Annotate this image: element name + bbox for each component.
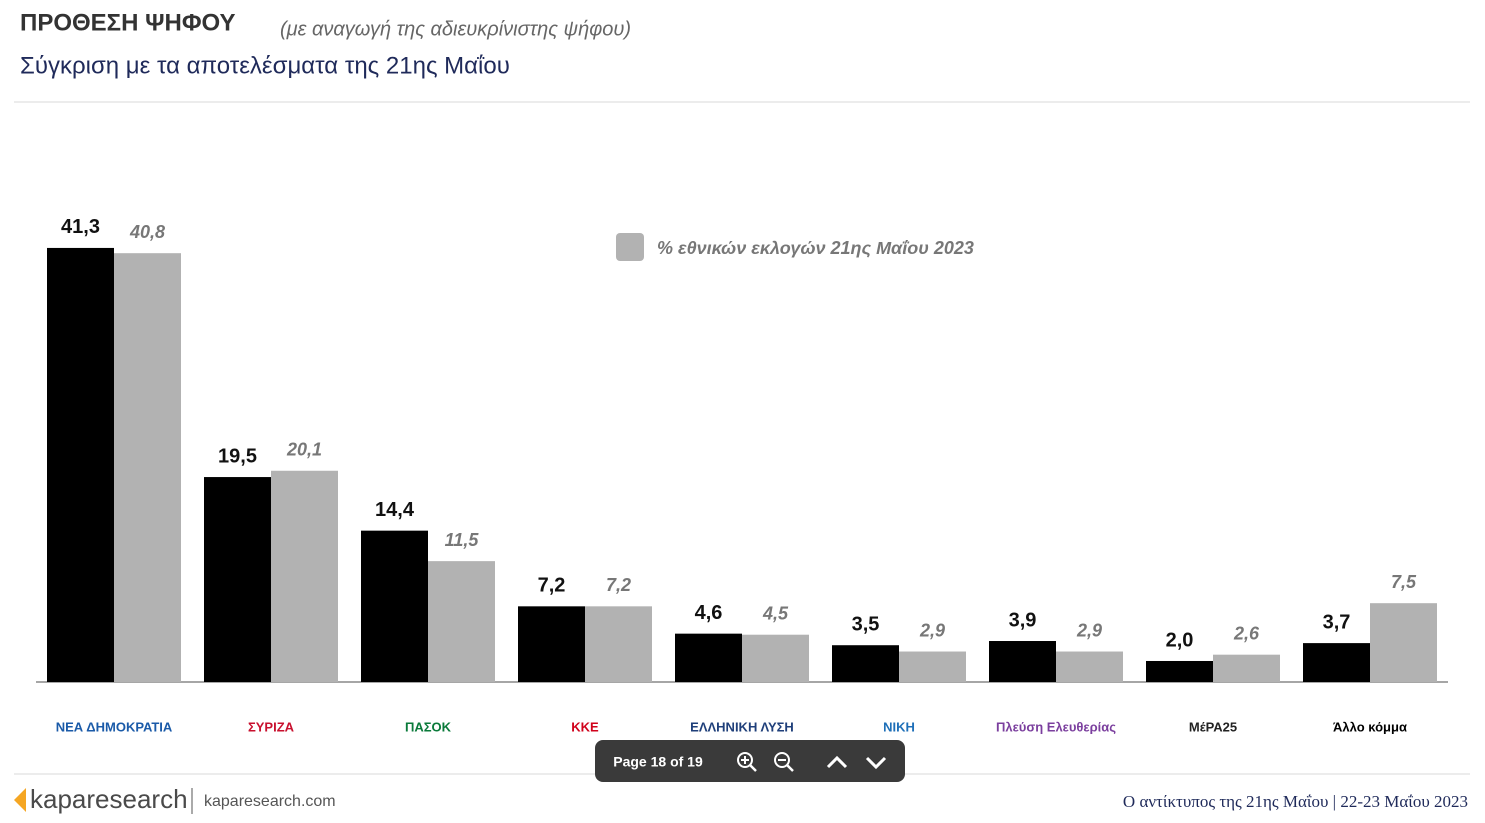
brand-icon: [14, 788, 26, 812]
zoom-in[interactable]: [737, 752, 757, 772]
value-label: 3,5: [852, 613, 880, 635]
bar: [271, 470, 338, 682]
value-label: 7,2: [606, 575, 631, 595]
category-label: ΚΚΕ: [571, 719, 599, 734]
value-label: 2,0: [1166, 629, 1194, 651]
category-label: Άλλο κόμμα: [1333, 719, 1407, 734]
bar: [675, 633, 742, 682]
brand: kaparesearch: [30, 784, 188, 814]
value-label: 11,5: [445, 530, 480, 550]
footer: kaparesearch kaparesearch.com Ο αντίκτυπ…: [14, 784, 1468, 814]
value-label: 7,2: [538, 575, 566, 597]
category-label: ΣΥΡΙΖΑ: [248, 719, 295, 734]
bar: [518, 606, 585, 682]
value-label: 4,6: [695, 602, 723, 624]
bar: [585, 606, 652, 682]
bar: [899, 651, 966, 682]
next-page[interactable]: [865, 756, 887, 770]
bar: [1056, 651, 1123, 682]
category-label: ΠΑΣΟΚ: [405, 719, 452, 734]
value-label: 19,5: [218, 445, 257, 467]
bar: [361, 530, 428, 682]
value-label: 4,5: [762, 603, 789, 623]
bar: [1213, 654, 1280, 682]
legend-label: % εθνικών εκλογών 21ης Μαΐου 2023: [657, 238, 974, 258]
bar: [1303, 643, 1370, 682]
value-label: 20,1: [286, 439, 322, 459]
value-label: 7,5: [1391, 572, 1417, 592]
bar: [1370, 603, 1437, 682]
title-note: (με αναγωγή της αδιευκρίνιστης ψήφου): [280, 18, 631, 40]
value-label: 2,6: [1233, 623, 1260, 643]
bar: [47, 247, 114, 682]
value-label: 41,3: [61, 216, 100, 238]
bar: [742, 634, 809, 682]
bar: [832, 645, 899, 682]
value-label: 40,8: [129, 222, 165, 242]
prev-page[interactable]: [826, 755, 848, 769]
bar: [989, 641, 1056, 682]
toolbar-bg: [595, 740, 905, 782]
bar: [204, 477, 271, 682]
category-label: ΝΕΑ ΔΗΜΟΚΡΑΤΙΑ: [56, 719, 173, 734]
value-label: 3,9: [1009, 609, 1037, 631]
value-label: 3,7: [1323, 611, 1351, 633]
page-indicator: Page 18 of 19: [613, 754, 703, 770]
viewer-toolbar: Page 18 of 19: [595, 740, 905, 782]
category-label: Πλεύση Ελευθερίας: [996, 719, 1116, 734]
legend-swatch: [616, 233, 644, 261]
value-label: 2,9: [919, 620, 945, 640]
bar: [114, 253, 181, 682]
subtitle: Σύγκριση με τα αποτελέσματα της 21ης Μαΐ…: [20, 52, 510, 79]
value-label: 14,4: [375, 499, 415, 521]
category-label: ΕΛΛΗΝΙΚΗ ΛΥΣΗ: [690, 719, 794, 734]
category-label: ΜέΡΑ25: [1189, 719, 1237, 734]
caption: Ο αντίκτυπος της 21ης Μαΐου | 22-23 Μαΐο…: [1123, 792, 1468, 811]
zoom-out[interactable]: [774, 752, 794, 772]
bar: [1146, 660, 1213, 682]
value-label: 2,9: [1076, 620, 1102, 640]
category-label: ΝΙΚΗ: [883, 719, 915, 734]
bar: [428, 561, 495, 682]
site: kaparesearch.com: [204, 793, 336, 810]
title: ΠΡΟΘΕΣΗ ΨΗΦΟΥ: [20, 9, 236, 36]
